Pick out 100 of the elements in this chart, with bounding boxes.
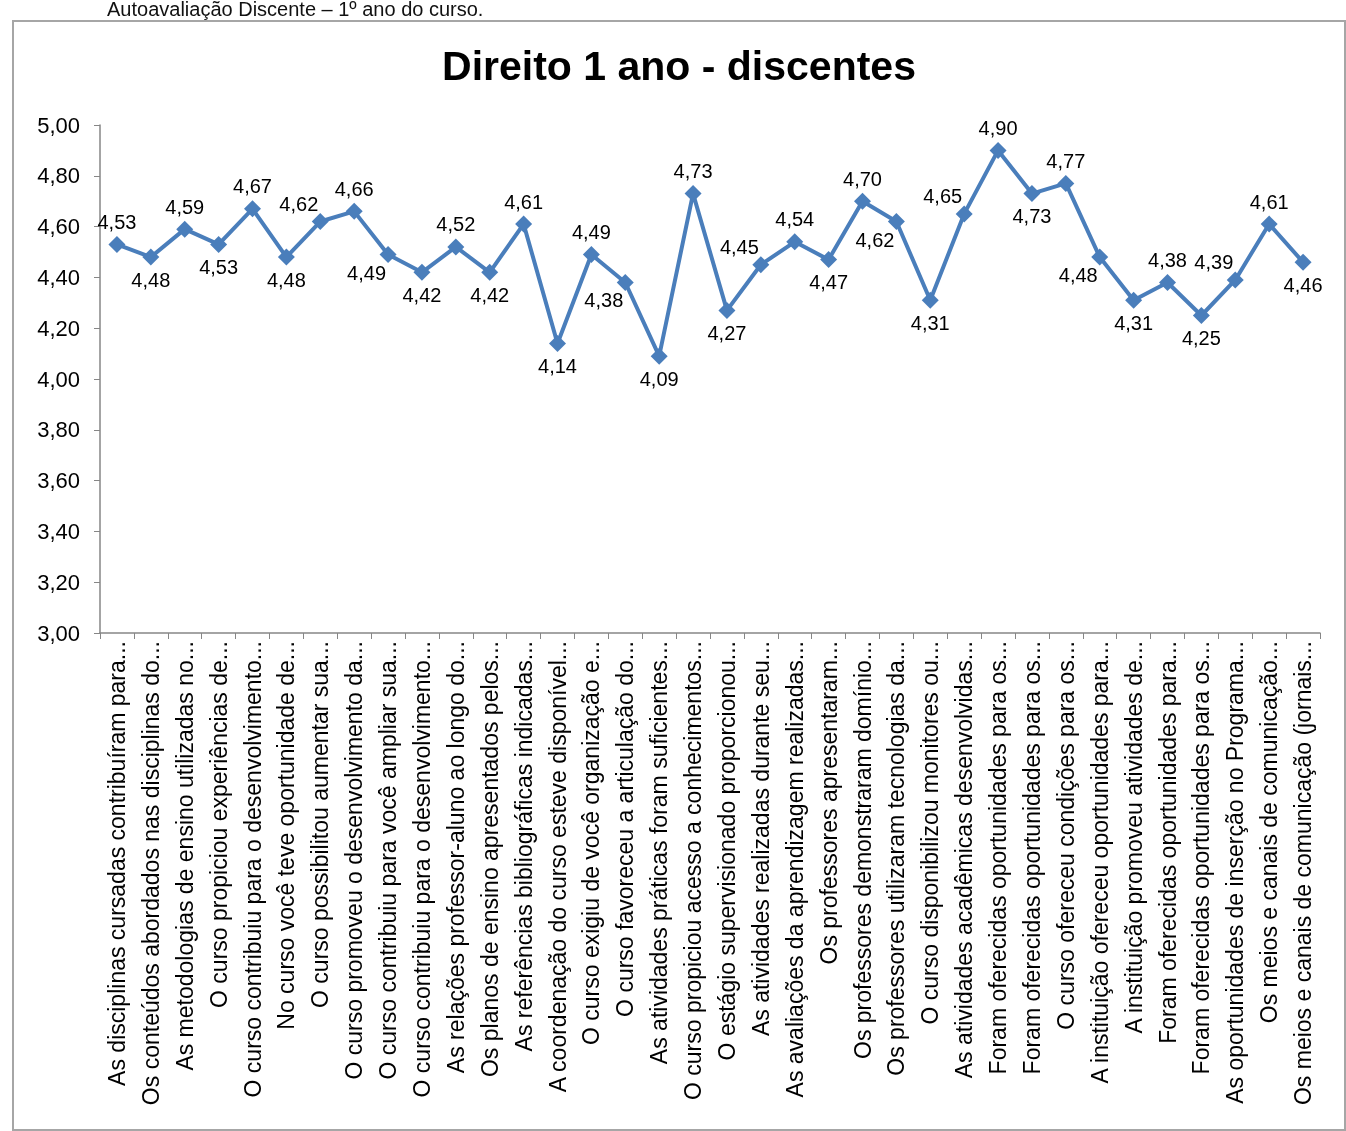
point bbox=[142, 248, 160, 266]
x-tick-label: As relações professor-aluno ao longo do... bbox=[442, 641, 469, 1074]
x-tick-label: As atividades realizadas durante seu... bbox=[747, 641, 774, 1037]
data-label: 4,90 bbox=[978, 116, 1018, 139]
x-tick-label: O estágio supervisionado proporcionou... bbox=[713, 641, 740, 1061]
x-tick-label: Os meios e canais de comunicação (jornais... bbox=[1290, 641, 1317, 1106]
data-label: 4,62 bbox=[279, 192, 319, 215]
data-label: 4,65 bbox=[923, 184, 963, 207]
x-tick-label: O curso propiciou acesso a conhecimentos... bbox=[680, 641, 707, 1100]
chart-title: Direito 1 ano - discentes bbox=[442, 42, 916, 89]
data-label: 4,49 bbox=[571, 221, 611, 244]
x-tick-label: Os meios e canais de comunicação... bbox=[1256, 641, 1283, 1024]
point bbox=[345, 202, 363, 220]
point bbox=[616, 273, 634, 291]
data-label: 4,09 bbox=[639, 367, 679, 390]
data-label: 4,77 bbox=[1046, 149, 1086, 172]
point bbox=[989, 141, 1007, 159]
x-tick-label: Os professores demonstraram domínio... bbox=[849, 641, 876, 1059]
data-label: 4,52 bbox=[436, 213, 476, 236]
point bbox=[413, 263, 431, 281]
data-label: 4,27 bbox=[707, 321, 747, 344]
data-label: 4,31 bbox=[910, 311, 950, 334]
x-tick-label: Os professores apresentaram... bbox=[815, 641, 842, 965]
x-tick-label: As avaliações da aprendizagem realizadas... bbox=[781, 641, 808, 1098]
x-tick-label: Foram oferecidas oportunidades para os... bbox=[1018, 641, 1045, 1075]
point bbox=[887, 213, 905, 231]
x-tick-label: O curso possibilitou aumentar sua... bbox=[307, 641, 334, 1008]
point bbox=[1192, 307, 1210, 324]
x-tick-label: As atividades acadêmicas desenvolvidas... bbox=[951, 641, 978, 1079]
x-tick-label: O curso favoreceu a articulação do... bbox=[612, 641, 639, 1017]
x-tick-label: O curso promoveu o desenvolvimento da... bbox=[341, 641, 368, 1080]
data-label: 4,54 bbox=[775, 208, 815, 231]
data-label: 4,38 bbox=[584, 289, 624, 312]
y-tick-label: 3,00 bbox=[37, 620, 80, 646]
point bbox=[1294, 253, 1312, 271]
point bbox=[515, 215, 533, 233]
x-tick-label: O curso contribuiu para o desenvolvimento... bbox=[239, 641, 266, 1098]
point bbox=[481, 263, 499, 281]
point bbox=[311, 213, 329, 231]
data-label: 4,53 bbox=[199, 255, 239, 278]
data-label: 4,59 bbox=[165, 195, 205, 218]
point bbox=[176, 220, 194, 238]
x-tick-label: Os planos de ensino apresentados pelos... bbox=[476, 641, 503, 1078]
x-tick-label: As atividades práticas foram suficientes... bbox=[646, 641, 673, 1065]
data-label: 4,42 bbox=[470, 283, 510, 306]
text: Autoavaliação Discente – 1º ano do curso. bbox=[107, 0, 484, 20]
point bbox=[854, 192, 871, 210]
data-label: 4,73 bbox=[673, 160, 713, 183]
x-tick-label: Os professores utilizaram tecnologias da... bbox=[883, 641, 910, 1076]
point bbox=[1023, 185, 1041, 203]
x-tick-label: A instituição ofereceu oportunidades para... bbox=[1086, 641, 1113, 1084]
point bbox=[955, 205, 973, 223]
point bbox=[1125, 291, 1143, 309]
point bbox=[277, 248, 295, 266]
point bbox=[210, 235, 228, 253]
data-label: 4,66 bbox=[334, 177, 374, 200]
x-tick-label: No curso você teve oportunidade de... bbox=[273, 641, 300, 1030]
point bbox=[379, 246, 397, 264]
data-label: 4,46 bbox=[1283, 273, 1323, 296]
data-label: 4,39 bbox=[1194, 250, 1234, 273]
data-label: 4,70 bbox=[843, 167, 882, 190]
data-label: 4,14 bbox=[538, 354, 577, 377]
point bbox=[650, 347, 668, 365]
point bbox=[1226, 271, 1244, 289]
point bbox=[549, 334, 566, 352]
y-tick-label: 5,00 bbox=[37, 112, 80, 138]
y-tick-label: 3,20 bbox=[37, 569, 80, 595]
x-tick-label: A instituição promoveu atividades de... bbox=[1120, 641, 1147, 1034]
x-tick-label: Os conteúdos abordados nas disciplinas do... bbox=[137, 641, 164, 1106]
data-label: 4,49 bbox=[347, 261, 387, 284]
point bbox=[1159, 273, 1176, 291]
x-tick-label: As metodologias de ensino utilizadas no... bbox=[171, 641, 198, 1071]
y-tick-label: 4,60 bbox=[37, 214, 80, 240]
y-tick-label: 4,40 bbox=[37, 264, 80, 290]
x-tick-label: As oportunidades de inserção no Programa... bbox=[1222, 641, 1249, 1104]
x-tick-label: O curso contribuiu para o desenvolvimento... bbox=[408, 641, 435, 1098]
data-label: 4,48 bbox=[131, 268, 171, 291]
x-tick-label: A coordenação do curso esteve disponível... bbox=[544, 641, 571, 1093]
x-tick-label: O curso propiciou experiências de... bbox=[205, 641, 232, 1008]
data-label: 4,38 bbox=[1148, 248, 1187, 271]
point bbox=[244, 200, 261, 218]
y-tick-label: 4,80 bbox=[37, 163, 80, 189]
x-tick-label: Foram oferecidas oportunidades para... bbox=[1154, 641, 1181, 1044]
x-tick-label: Foram oferecidas oportunidades para os... bbox=[985, 641, 1012, 1075]
point bbox=[582, 246, 600, 264]
y-tick-label: 4,00 bbox=[37, 366, 80, 392]
data-label: 4,48 bbox=[1058, 264, 1098, 287]
x-tick-label: O curso disponibilizou monitores ou... bbox=[917, 641, 944, 1025]
data-label: 4,45 bbox=[719, 235, 759, 258]
data-label: 4,67 bbox=[233, 175, 272, 198]
point bbox=[1057, 174, 1075, 192]
y-tick-label: 3,60 bbox=[37, 468, 80, 494]
point bbox=[786, 233, 804, 251]
data-label: 4,73 bbox=[1012, 205, 1052, 228]
point bbox=[1260, 215, 1278, 233]
point bbox=[1091, 248, 1109, 266]
x-tick-label: As referências bibliográficas indicadas... bbox=[510, 641, 537, 1052]
x-tick-label: O curso exigiu de você organização e... bbox=[578, 641, 605, 1046]
point bbox=[108, 235, 126, 253]
point bbox=[921, 291, 939, 309]
